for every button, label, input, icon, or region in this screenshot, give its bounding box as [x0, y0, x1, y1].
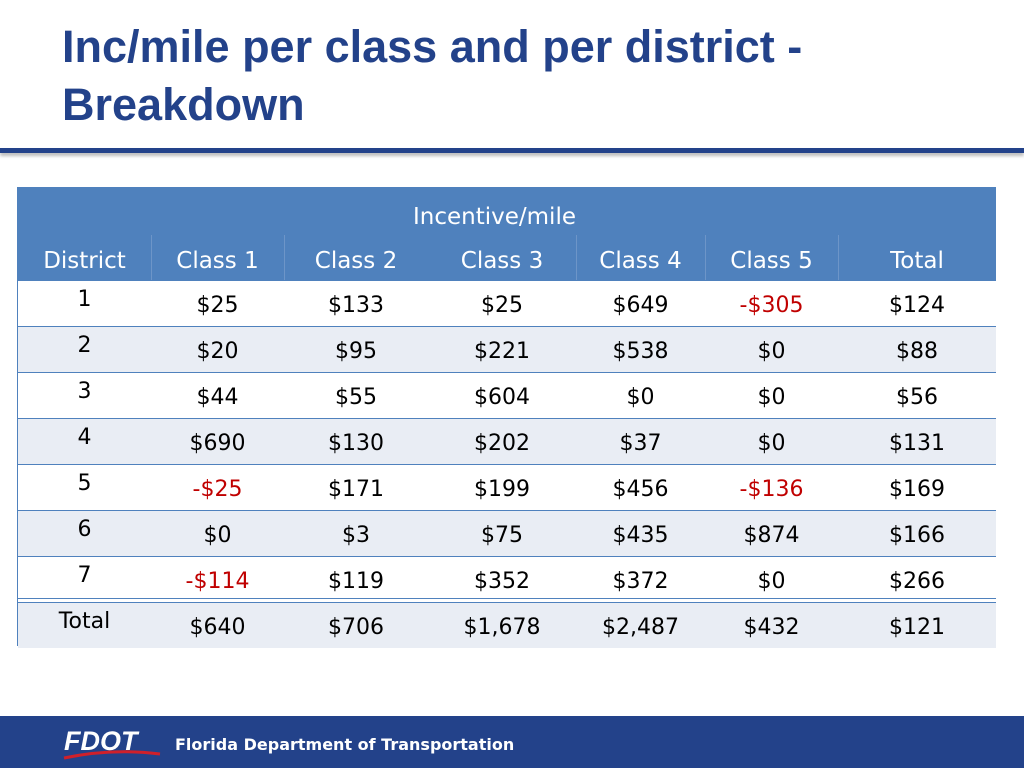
table-cell: $874: [743, 523, 800, 548]
table-cell: -$114: [185, 569, 250, 594]
header-divider: [284, 235, 285, 280]
table-cell: $2,487: [602, 615, 679, 640]
slide-title: Inc/mile per class and per district - Br…: [62, 21, 803, 130]
table-row: [18, 556, 996, 602]
table-cell: $37: [619, 431, 662, 456]
organization: Florida Department of Transportation: [175, 735, 515, 754]
column-header: Class 4: [599, 248, 682, 274]
header-divider: [705, 235, 706, 280]
table-cell: -$25: [192, 477, 243, 502]
table-row: [18, 326, 996, 372]
table-cell: $119: [328, 569, 384, 594]
table-cell: $133: [328, 293, 384, 318]
column-header: District: [43, 248, 126, 274]
row-label: 1: [77, 287, 92, 312]
table-cell: $640: [189, 615, 246, 640]
table-cell: $124: [889, 293, 945, 318]
row-label: 4: [77, 425, 92, 450]
table: Incentive/mile District Class 1 Class 2 Clas…: [17, 187, 996, 648]
header-band: [18, 188, 996, 280]
group-header: Incentive/mile: [413, 204, 576, 230]
table-cell: $604: [474, 385, 530, 410]
column-header: Total: [890, 248, 944, 274]
table-cell: $0: [757, 385, 786, 410]
table-cell: $372: [612, 569, 669, 594]
row-label: 7: [77, 563, 92, 588]
table-cell: $171: [328, 477, 384, 502]
table-cell: $266: [889, 569, 945, 594]
table-cell: $55: [335, 385, 377, 410]
table-cell: $0: [626, 385, 655, 410]
table-cell: $3: [342, 523, 370, 548]
table-cell: $221: [474, 339, 530, 364]
row-label: 3: [77, 379, 92, 404]
table-cell: $202: [474, 431, 530, 456]
column-header: Class 2: [314, 248, 398, 274]
title-rule: [0, 148, 1024, 153]
table-cell: $0: [757, 431, 786, 456]
table-cell: $88: [896, 339, 938, 364]
table-cell: $0: [757, 569, 786, 594]
table-cell: $706: [328, 615, 384, 640]
column-header: Class 3: [460, 248, 544, 274]
table-cell: $131: [889, 431, 945, 456]
row-label: 2: [77, 333, 92, 358]
table-cell: -$136: [739, 477, 804, 502]
table-cell: $75: [481, 523, 523, 548]
column-header: Class 5: [730, 248, 813, 274]
total-rule: [18, 598, 996, 599]
table-cell: $649: [612, 293, 669, 318]
table-row: [18, 510, 996, 556]
table-cell: $25: [196, 293, 239, 318]
table-cell: $435: [612, 523, 669, 548]
table-cell: $352: [474, 569, 530, 594]
header-divider: [576, 235, 577, 280]
column-header: Class 1: [176, 248, 259, 274]
table-cell: $690: [189, 431, 246, 456]
logo-swoosh: [63, 750, 161, 760]
table-cell: $56: [896, 385, 938, 410]
table-cell: $169: [889, 477, 945, 502]
footer: FDOT Florida Department of Transportatio…: [0, 716, 1024, 768]
header-divider: [151, 235, 152, 280]
table-cell: -$305: [739, 293, 804, 318]
table-cell: $95: [335, 339, 377, 364]
table-cell: $20: [196, 339, 239, 364]
table-row: [18, 602, 996, 648]
row-label: 5: [77, 471, 92, 496]
table-cell: $432: [743, 615, 800, 640]
table-cell: $130: [328, 431, 384, 456]
table-cell: $121: [889, 615, 945, 640]
table-cell: $25: [481, 293, 523, 318]
table-cell: $456: [612, 477, 669, 502]
table-cell: $1,678: [463, 615, 541, 640]
table-cell: $166: [889, 523, 945, 548]
table-cell: $199: [474, 477, 530, 502]
row-label: 6: [77, 517, 92, 542]
header-divider: [838, 235, 839, 280]
row-label: Total: [58, 609, 111, 634]
table-row: [18, 280, 996, 326]
table-cell: $0: [757, 339, 786, 364]
table-row: [18, 418, 996, 464]
table-cell: $44: [196, 385, 239, 410]
table-row: [18, 464, 996, 510]
table-row: [18, 372, 996, 418]
table-cell: $538: [612, 339, 669, 364]
table-cell: $0: [203, 523, 232, 548]
